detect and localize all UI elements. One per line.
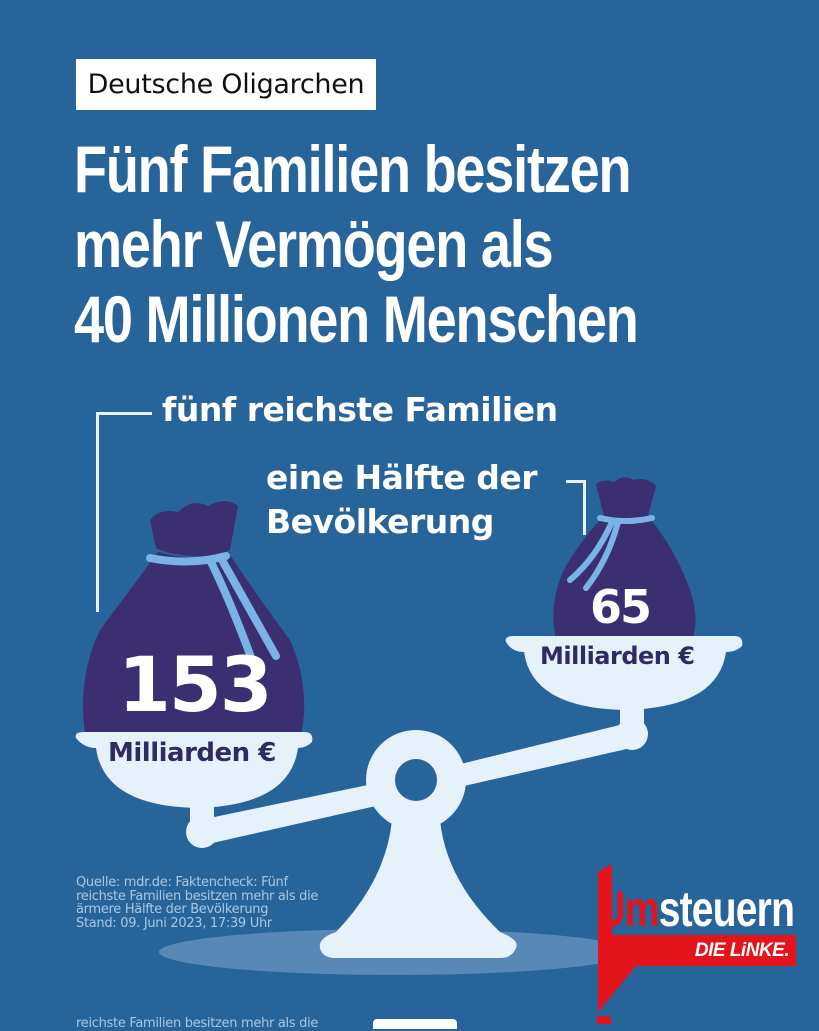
right-money-bag (553, 477, 696, 640)
source-line-2: reichste Familien besitzen mehr als die (76, 888, 319, 904)
source-line-4: Stand: 09. Juni 2023, 17:39 Uhr (76, 915, 272, 931)
right-bracket-vertical (583, 480, 586, 535)
umsteuern-logo-graphic (598, 864, 688, 1012)
headline-line-3: 40 Millionen Menschen (74, 282, 639, 356)
logo-bottom-red-shape (597, 1016, 612, 1024)
logo-suffix: steuern (658, 881, 795, 937)
headline-line-2: mehr Vermögen als (74, 207, 554, 281)
left-bracket-vertical (96, 412, 99, 612)
label-half-population: eine Hälfte der Bevölkerung (266, 456, 538, 544)
left-scale-pan (75, 732, 313, 808)
label-richest-families: fünf reichste Familien (162, 390, 558, 429)
headline-line-1: Fünf Familien besitzen (74, 132, 632, 206)
umsteuern-logo-text: Umsteuern (597, 881, 795, 937)
right-bracket-horizontal (566, 480, 586, 483)
bottom-cut-box (373, 1019, 457, 1029)
topic-tag: Deutsche Oligarchen (76, 59, 376, 110)
die-linke-badge: DIE LiNKE. (688, 935, 796, 966)
right-scale-pan (505, 636, 743, 710)
label-half-line-1: eine Hälfte der (266, 458, 538, 497)
label-half-line-2: Bevölkerung (266, 502, 494, 541)
right-amount: 65 (590, 580, 652, 634)
right-unit: Milliarden € (540, 642, 695, 670)
headline: Fünf Familien besitzen mehr Vermögen als… (74, 132, 664, 357)
left-amount: 153 (118, 640, 273, 729)
logo-prefix: Um (597, 881, 659, 937)
scale-pivot-hole (395, 759, 437, 801)
left-money-bag (83, 501, 305, 740)
source-line-3: ärmere Hälfte der Bevölkerung (76, 902, 269, 917)
source-note: Quelle: mdr.de: Faktencheck: Fünf reichs… (76, 876, 318, 930)
scale-pillar (319, 820, 517, 958)
left-bracket-horizontal (96, 412, 152, 415)
left-unit: Milliarden € (108, 738, 276, 768)
source-line-1: Quelle: mdr.de: Faktencheck: Fünf (76, 875, 288, 890)
